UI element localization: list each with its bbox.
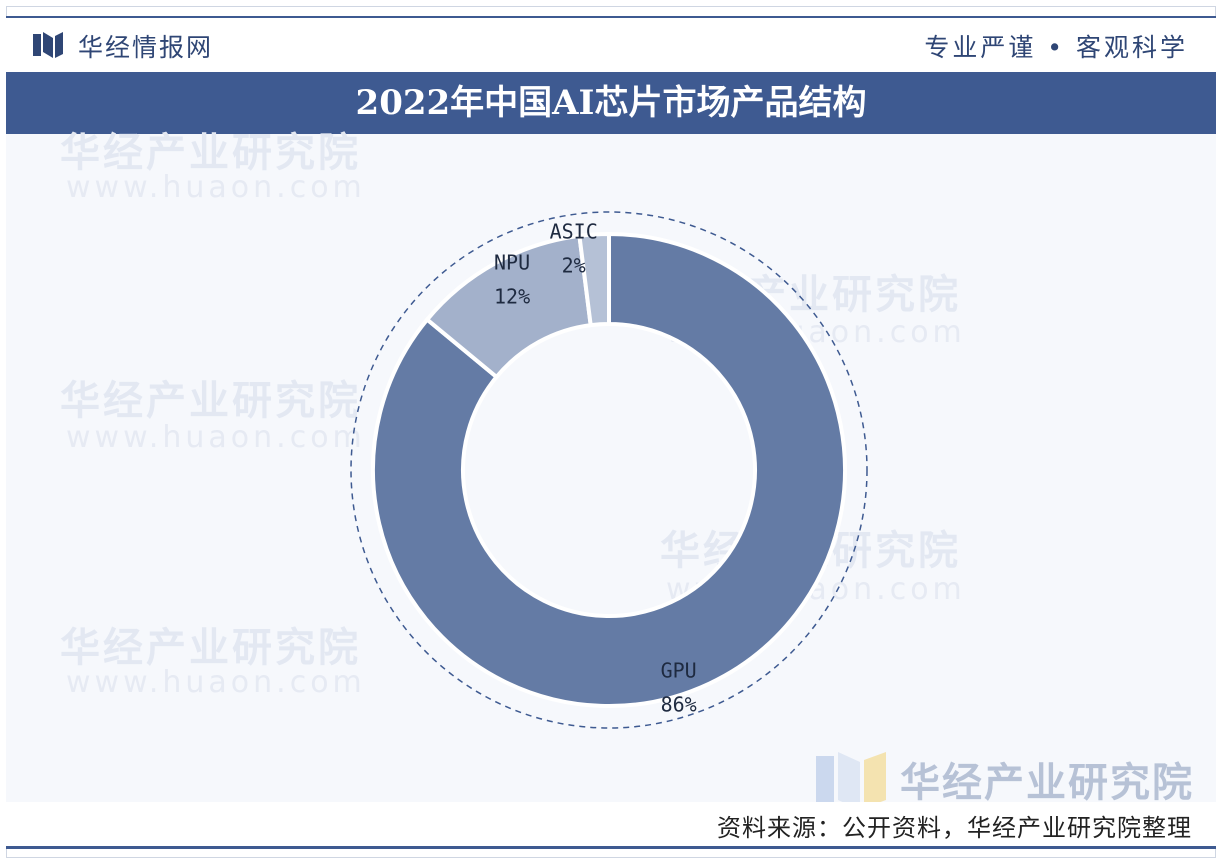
footer-band bbox=[6, 802, 1216, 848]
slice-asic bbox=[577, 231, 611, 328]
slice-name-npu: NPU bbox=[494, 250, 530, 274]
slice-gpu bbox=[371, 231, 847, 708]
brand-name: 华经情报网 bbox=[78, 33, 214, 62]
brand-watermark-text: 华经产业研究院 bbox=[900, 760, 1194, 806]
title-band bbox=[6, 72, 1216, 134]
chart-title: 2022年中国AI芯片市场产品结构 bbox=[355, 83, 867, 123]
slice-value-npu: 12% bbox=[494, 284, 530, 308]
slice-name-gpu: GPU bbox=[661, 659, 697, 683]
slice-name-asic: ASIC bbox=[550, 219, 598, 243]
slice-value-gpu: 86% bbox=[661, 693, 697, 717]
bottom-rule bbox=[6, 846, 1216, 849]
top-rule bbox=[6, 16, 1216, 18]
brand-slogan: 专业严谨 • 客观科学 bbox=[924, 33, 1188, 62]
brand-watermark-icon bbox=[816, 752, 886, 810]
chart-dashed-ring bbox=[350, 211, 868, 729]
brand-logo-icon bbox=[33, 32, 63, 58]
slice-value-asic: 2% bbox=[562, 253, 586, 277]
top-bar bbox=[6, 16, 1216, 72]
slice-labels: GPU 86% NPU 12% ASIC 2% bbox=[494, 219, 697, 716]
donut-slices bbox=[371, 231, 847, 708]
source-note: 资料来源：公开资料，华经产业研究院整理 bbox=[717, 814, 1192, 842]
